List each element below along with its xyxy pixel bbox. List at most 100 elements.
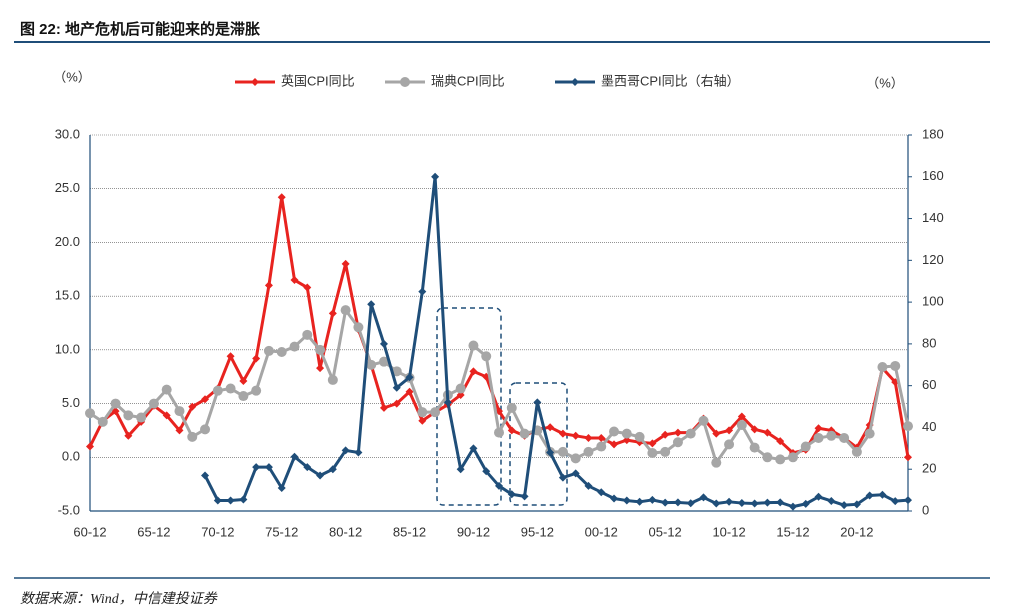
point-marker: [571, 431, 580, 440]
point-marker: [201, 395, 210, 404]
y-tick-label: 30.0: [55, 126, 80, 141]
point-marker: [584, 481, 593, 490]
point-marker: [341, 259, 350, 268]
point-marker: [213, 496, 222, 505]
point-marker: [328, 465, 337, 474]
y2-tick-label: 120: [922, 252, 944, 267]
point-marker: [877, 362, 888, 373]
point-marker: [776, 437, 785, 446]
point-marker: [673, 498, 682, 507]
point-marker: [316, 471, 325, 480]
point-marker: [303, 463, 312, 472]
point-marker: [814, 424, 823, 433]
y-tick-label: 15.0: [55, 288, 80, 303]
point-marker: [405, 387, 414, 396]
x-tick-label: 80-12: [329, 524, 362, 539]
point-marker: [672, 437, 683, 448]
point-marker: [622, 496, 631, 505]
point-marker: [252, 463, 261, 472]
point-marker: [546, 423, 555, 432]
point-marker: [610, 494, 619, 503]
point-marker: [148, 398, 159, 409]
y-axis-unit: （%）: [53, 69, 91, 84]
point-marker: [354, 448, 363, 457]
point-marker: [750, 499, 759, 508]
y2-tick-label: 60: [922, 377, 936, 392]
point-marker: [890, 360, 901, 371]
point-marker: [507, 426, 516, 435]
legend-marker: [571, 78, 579, 86]
point-marker: [252, 354, 261, 363]
point-marker: [276, 347, 287, 358]
y2-tick-label: 140: [922, 210, 944, 225]
x-tick-label: 60-12: [73, 524, 106, 539]
point-marker: [904, 496, 912, 505]
point-marker: [596, 441, 607, 452]
point-marker: [647, 447, 658, 458]
point-marker: [660, 446, 671, 457]
point-marker: [685, 428, 696, 439]
point-marker: [634, 431, 645, 442]
point-marker: [839, 432, 850, 443]
point-marker: [827, 496, 836, 505]
point-marker: [97, 416, 108, 427]
y-tick-label: 25.0: [55, 180, 80, 195]
x-tick-label: 10-12: [712, 524, 745, 539]
point-marker: [507, 490, 516, 499]
point-marker: [533, 398, 542, 407]
point-marker: [188, 402, 197, 411]
point-marker: [609, 426, 620, 437]
point-marker: [481, 351, 492, 362]
point-marker: [495, 481, 503, 490]
point-marker: [378, 356, 389, 367]
y2-tick-label: 40: [922, 419, 936, 434]
point-marker: [277, 484, 286, 493]
point-marker: [201, 471, 210, 480]
point-marker: [469, 444, 478, 453]
point-marker: [418, 287, 427, 296]
legend-label: 英国CPI同比: [281, 73, 355, 88]
point-marker: [174, 406, 185, 417]
legend-marker: [251, 78, 259, 86]
point-marker: [405, 373, 414, 382]
point-marker: [123, 410, 134, 421]
point-marker: [673, 428, 682, 437]
point-marker: [698, 415, 709, 426]
legend-label: 瑞典CPI同比: [431, 73, 505, 88]
y-tick-label: 5.0: [62, 395, 80, 410]
x-tick-label: 05-12: [649, 524, 682, 539]
point-marker: [212, 385, 223, 396]
point-marker: [711, 457, 722, 468]
point-marker: [468, 340, 479, 351]
point-marker: [787, 452, 798, 463]
point-marker: [290, 452, 299, 461]
point-marker: [800, 441, 811, 452]
point-marker: [648, 439, 657, 448]
point-marker: [648, 495, 657, 504]
point-marker: [737, 412, 746, 421]
y-tick-label: 20.0: [55, 234, 80, 249]
page-title: 图 22: 地产危机后可能迎来的是滞胀: [20, 20, 260, 38]
point-marker: [558, 429, 567, 438]
point-marker: [763, 498, 772, 507]
point-marker: [776, 498, 785, 507]
point-marker: [570, 453, 581, 464]
point-marker: [814, 492, 823, 501]
point-marker: [661, 498, 670, 507]
point-marker: [610, 440, 619, 449]
point-marker: [749, 442, 760, 453]
point-marker: [111, 407, 120, 416]
point-marker: [366, 359, 377, 370]
point-marker: [482, 467, 491, 476]
point-marker: [124, 431, 133, 440]
point-marker: [161, 384, 172, 395]
y-tick-label: 10.0: [55, 341, 80, 356]
point-marker: [392, 383, 401, 392]
y-tick-label: -5.0: [58, 502, 80, 517]
point-marker: [584, 433, 593, 442]
point-marker: [226, 496, 235, 505]
point-marker: [699, 493, 708, 502]
point-marker: [455, 383, 466, 394]
point-marker: [200, 424, 211, 435]
